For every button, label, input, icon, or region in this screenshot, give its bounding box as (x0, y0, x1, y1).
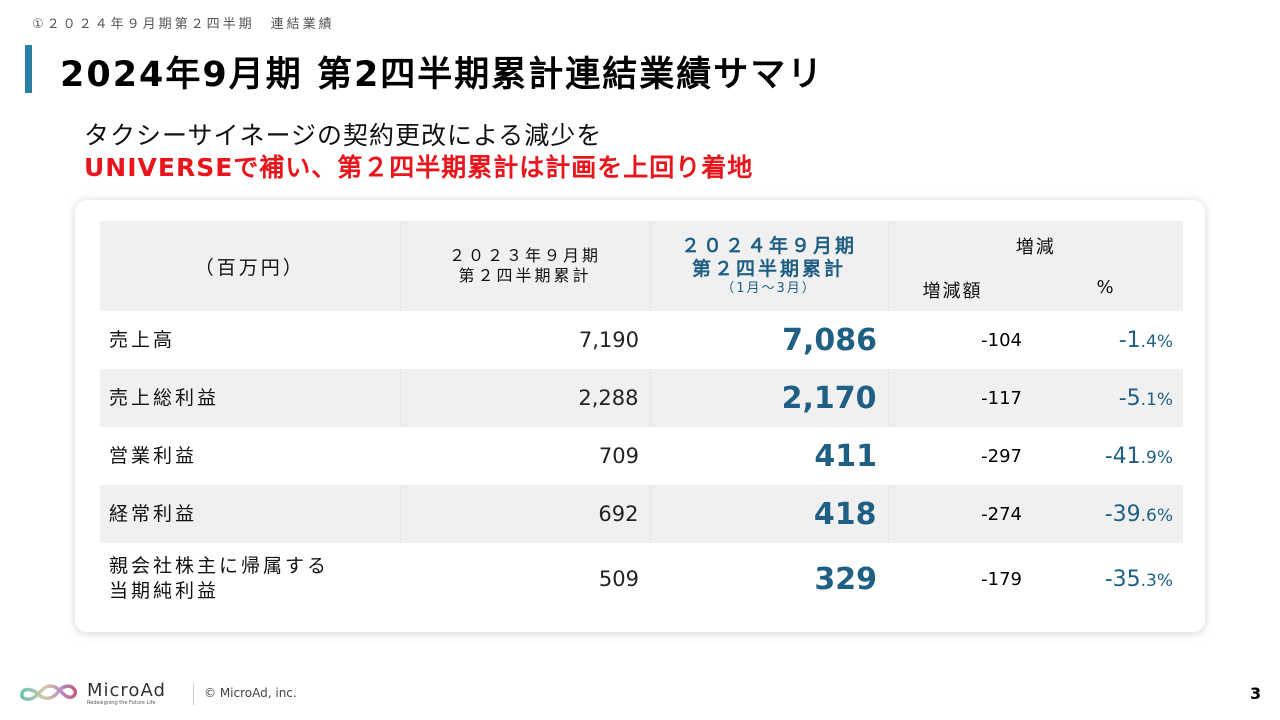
change-amount: -179 (981, 568, 1022, 590)
section-label: ①２０２４年９月期第２四半期 連結業績 (32, 17, 335, 32)
header-change-group: 増減 増減額 % (888, 221, 1183, 311)
change-percent: -5.1% (1038, 369, 1183, 427)
change-amount: -297 (981, 445, 1022, 467)
table-header-row: （百万円） ２０２３年９月期 第２四半期累計 ２０２４年９月期 第２四半期累計 … (100, 221, 1183, 311)
table-row: 親会社株主に帰属する 当期純利益 509 329 -179 -35.3% (100, 543, 1183, 615)
pct-dec: .6% (1140, 505, 1173, 526)
change-percent: -39.6% (1038, 485, 1183, 543)
copyright: © MicroAd, inc. (204, 686, 297, 700)
title-accent-bar (25, 45, 32, 93)
microad-logo-icon (20, 684, 78, 701)
pct-int: -5 (1118, 385, 1141, 411)
unit-label: （百万円） (100, 221, 401, 311)
table-row: 経常利益 692 418 -274 -39.6% (100, 485, 1183, 543)
row-label-line1: 親会社株主に帰属する (109, 555, 330, 577)
header-current-period: ２０２４年９月期 第２四半期累計 （1月～3月） (650, 221, 889, 311)
change-amount: -117 (981, 387, 1022, 409)
header-curr-line2: 第２四半期累計 (691, 258, 846, 280)
pct-dec: .9% (1140, 447, 1173, 468)
pct-int: -41 (1104, 443, 1141, 469)
row-label: 営業利益 (109, 444, 198, 467)
change-amount: -274 (981, 503, 1022, 525)
table-row: 売上総利益 2,288 2,170 -117 -5.1% (100, 369, 1183, 427)
current-value: 7,086 (782, 322, 877, 358)
change-amount: -104 (981, 329, 1022, 351)
header-curr-line1: ２０２４年９月期 (680, 235, 857, 257)
prev-value: 509 (598, 567, 639, 591)
row-label: 売上総利益 (100, 369, 401, 427)
row-label: 売上高 (109, 328, 176, 351)
pct-dec: .3% (1140, 570, 1173, 591)
results-table: （百万円） ２０２３年９月期 第２四半期累計 ２０２４年９月期 第２四半期累計 … (100, 221, 1183, 615)
pct-dec: .1% (1140, 389, 1173, 410)
summary-line-2: UNIVERSEで補い、第２四半期累計は計画を上回り着地 (84, 153, 754, 182)
row-label: 経常利益 (100, 485, 401, 543)
current-value: 2,170 (650, 369, 889, 427)
page-title: 2024年9月期 第2四半期累計連結業績サマリ (60, 55, 825, 95)
current-value: 411 (814, 438, 877, 474)
header-change-label: 増減 (1015, 237, 1056, 258)
current-value: 329 (814, 561, 877, 597)
prev-value: 2,288 (400, 369, 651, 427)
pct-int: -39 (1104, 501, 1141, 527)
brand-name: MicroAd (87, 680, 166, 701)
header-change-amount: 増減額 (922, 281, 983, 302)
header-curr-line3: （1月～3月） (721, 281, 817, 296)
brand-tagline: Redesigning the Future Life (87, 700, 156, 706)
pct-int: -1 (1118, 327, 1141, 353)
change-percent: -1.4% (1038, 311, 1183, 369)
table-row: 売上高 7,190 7,086 -104 -1.4% (100, 311, 1183, 369)
header-prev-line1: ２０２３年９月期 (448, 246, 601, 265)
header-change-percent: % (1096, 277, 1116, 298)
page-number: 3 (1250, 684, 1262, 703)
summary-line-1: タクシーサイネージの契約更改による減少を (84, 121, 603, 150)
header-prev-line2: 第２四半期累計 (458, 266, 592, 285)
prev-value: 692 (400, 485, 651, 543)
pct-dec: .4% (1140, 331, 1173, 352)
row-label-line2: 当期純利益 (109, 580, 220, 602)
pct-int: -35 (1104, 566, 1141, 592)
header-prev-period: ２０２３年９月期 第２四半期累計 (400, 221, 651, 311)
change-percent: -35.3% (1038, 543, 1183, 615)
prev-value: 7,190 (578, 328, 639, 352)
current-value: 418 (650, 485, 889, 543)
row-label: 親会社株主に帰属する 当期純利益 (100, 543, 400, 615)
table-row: 営業利益 709 411 -297 -41.9% (100, 427, 1183, 485)
prev-value: 709 (598, 444, 639, 468)
change-percent: -41.9% (1038, 427, 1183, 485)
footer-divider (193, 683, 194, 705)
